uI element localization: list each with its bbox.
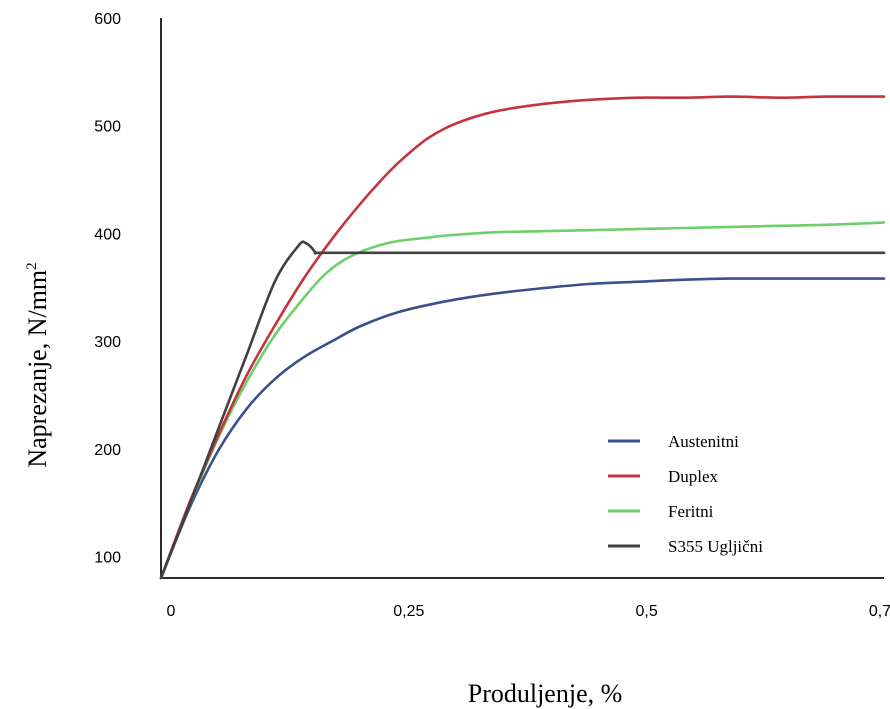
series-lines (159, 95, 886, 580)
x-tick-label-0-75: 0,75 (869, 603, 890, 620)
y-tick-label-500: 500 (94, 119, 121, 136)
x-tick-label-0-25: 0,25 (393, 603, 424, 620)
x-tick-labels: 0 0,25 0,5 0,75 (167, 603, 890, 620)
x-tick-label-0-5: 0,5 (636, 603, 658, 620)
legend-label-s355-uglji-ni: S355 Ugljični (668, 537, 763, 556)
legend-label-duplex: Duplex (668, 467, 719, 486)
legend-item-s355-uglji-ni: S355 Ugljični (608, 537, 763, 556)
y-tick-labels: 100 200 300 400 500 600 (94, 11, 121, 566)
series-line-feritni (159, 221, 886, 580)
legend-item-feritni: Feritni (608, 502, 714, 521)
series-line-duplex (159, 95, 886, 580)
y-axis-title-superscript: 2 (24, 262, 40, 270)
y-axis-title: Naprezanje, N/mm2 (23, 262, 52, 467)
y-axis-title-main: Naprezanje, N/mm (23, 270, 52, 468)
legend-label-feritni: Feritni (668, 502, 714, 521)
y-tick-label-100: 100 (94, 549, 121, 566)
y-tick-label-300: 300 (94, 334, 121, 351)
legend-item-duplex: Duplex (608, 467, 719, 486)
x-axis-title: Produljenje, % (468, 679, 623, 708)
legend-item-austenitni: Austenitni (608, 432, 739, 451)
svg-text:Naprezanje, N/mm2: Naprezanje, N/mm2 (23, 262, 52, 467)
legend: Austenitni Duplex Feritni S355 Ugljični (608, 432, 763, 556)
y-tick-label-400: 400 (94, 226, 121, 243)
series-line-austenitni (159, 277, 886, 580)
series-line-s355-uglji-ni (159, 240, 886, 580)
y-tick-label-200: 200 (94, 442, 121, 459)
legend-label-austenitni: Austenitni (668, 432, 739, 451)
y-tick-label-600: 600 (94, 11, 121, 28)
x-tick-label-0: 0 (167, 603, 176, 620)
